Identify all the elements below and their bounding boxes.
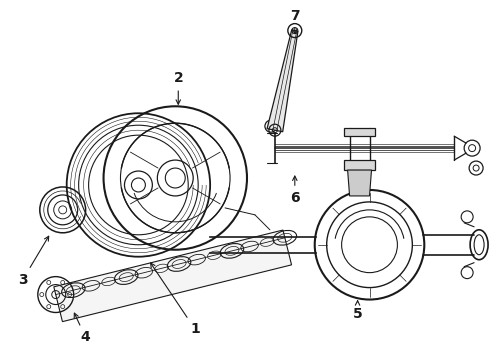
Text: 7: 7 xyxy=(290,9,299,33)
Polygon shape xyxy=(347,170,371,196)
Text: 5: 5 xyxy=(353,301,363,321)
Polygon shape xyxy=(343,128,375,136)
Polygon shape xyxy=(267,30,298,132)
Text: 6: 6 xyxy=(290,176,299,205)
Text: 4: 4 xyxy=(74,313,91,345)
Text: 1: 1 xyxy=(150,263,200,337)
Text: 3: 3 xyxy=(18,236,49,287)
Text: 2: 2 xyxy=(173,71,183,104)
Polygon shape xyxy=(54,230,292,321)
Polygon shape xyxy=(343,160,375,170)
